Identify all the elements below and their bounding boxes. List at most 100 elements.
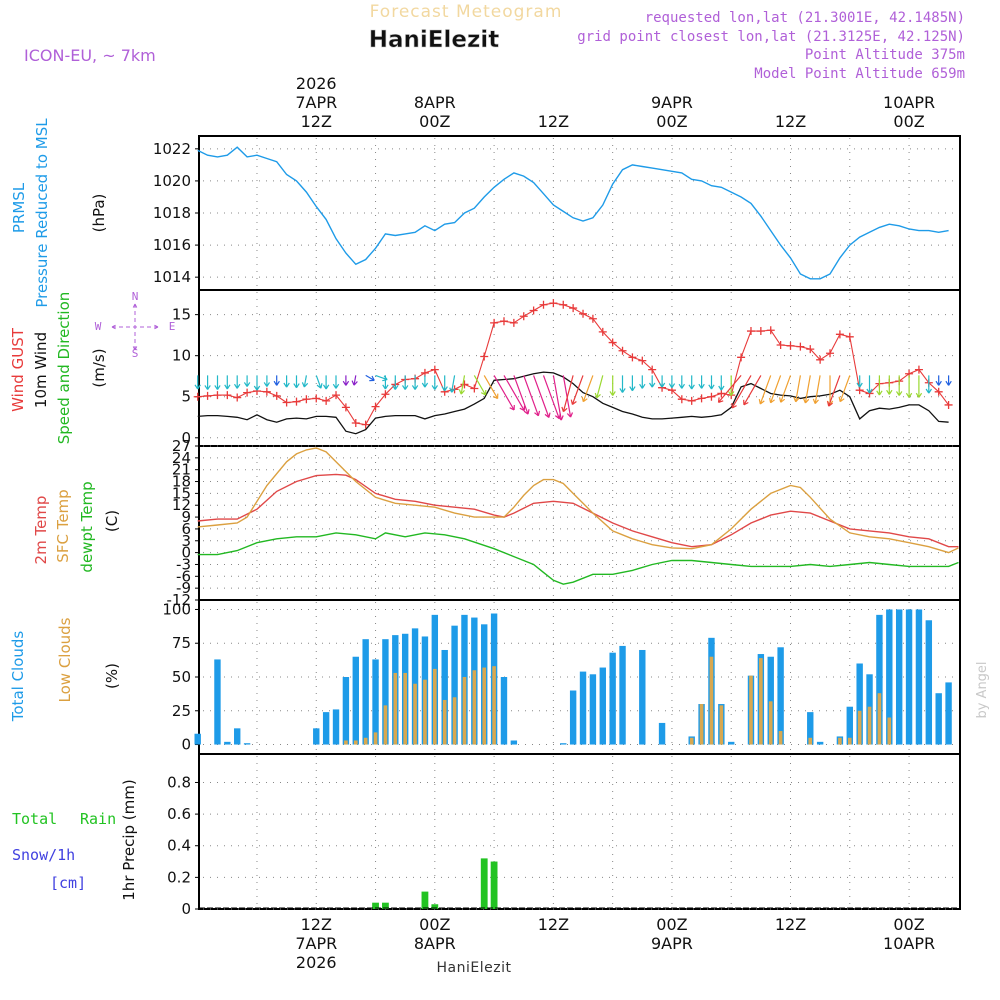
precip-ytick-label: 0.6 (167, 805, 191, 823)
gust-marker (648, 365, 657, 374)
rain-bar (431, 904, 439, 909)
gust-marker (934, 387, 943, 396)
temp-side-label: 2m Temp SFC Temp dewpt Temp (C) (32, 481, 121, 572)
gust-marker (628, 353, 637, 362)
wind-direction-arrow (629, 375, 636, 392)
compass-arrows (111, 303, 159, 351)
gust-marker (707, 392, 716, 401)
wind-direction-arrow (698, 375, 705, 389)
top-time-label: 00Z (893, 112, 924, 131)
compass-n: N (132, 290, 139, 303)
gust-marker (282, 398, 291, 407)
compass-w: W (95, 320, 102, 333)
wind-direction-arrow (758, 375, 772, 405)
gust-marker (430, 365, 439, 374)
clouds-ytick-label: 50 (172, 668, 191, 686)
wind-ytick-label: 5 (181, 388, 191, 406)
total-cloud-bar (322, 712, 330, 745)
gust-marker (638, 356, 647, 365)
low-cloud-bar (768, 701, 773, 745)
wind-direction-arrow (743, 375, 762, 406)
gust-marker (529, 306, 538, 315)
gust-marker (845, 332, 854, 341)
wind-direction-arrow (779, 375, 792, 403)
gust-marker (855, 386, 864, 395)
gust-marker (460, 380, 469, 389)
cloud-side-label: Total Clouds Low Clouds (%) (9, 617, 121, 722)
wind-direction-arrow (214, 375, 221, 390)
bottom-time-label: 00Z (893, 915, 924, 934)
watermark: by Angel (975, 661, 990, 718)
wind-direction-arrow (915, 375, 923, 398)
cloud-unit: (%) (103, 663, 121, 689)
gust-marker (539, 300, 548, 309)
low-cloud-bar (759, 658, 763, 745)
low-cloud-bar (363, 737, 368, 745)
wind-direction-arrow (332, 375, 340, 389)
wind-direction-arrow (301, 375, 309, 388)
gust-marker (233, 393, 242, 402)
top-time-label: 00Z (419, 112, 450, 131)
low-cloud-bar (877, 693, 882, 745)
total-cloud-bar (510, 740, 518, 745)
wind-direction-arrow (866, 375, 873, 394)
total-cloud-bar (915, 609, 923, 745)
wind-direction-arrow (570, 375, 584, 405)
station-title: HaniElezit (369, 27, 500, 53)
dewpt-line (197, 532, 959, 585)
total-cloud-bar (451, 625, 458, 745)
wind-direction-arrow (365, 374, 375, 382)
gust-marker (569, 304, 578, 313)
wind-direction-arrow (905, 375, 913, 398)
clouds-ytick-label: 0 (181, 736, 191, 754)
wind-direction-arrow (283, 375, 290, 388)
wind-direction-arrow (458, 375, 466, 395)
pressure-label-prmsl: PRMSL (10, 182, 28, 233)
bottom-time-label: 9APR (651, 934, 693, 953)
wind-direction-arrow (449, 375, 456, 393)
precip-panel: 0 0.2 0.4 0.6 0.8 (167, 753, 961, 918)
gust-marker (776, 341, 785, 350)
low-cloud-bar (887, 717, 892, 745)
total-cloud-bar (579, 671, 587, 745)
wind-direction-arrow (441, 375, 448, 392)
low-cloud-bar (403, 672, 407, 745)
chart-subtitle: Forecast Meteogram (370, 2, 563, 22)
wind-direction-arrow (826, 375, 834, 406)
gust-marker (737, 353, 746, 362)
wind-direction-arrow (513, 375, 530, 415)
total-cloud-bar (886, 609, 893, 745)
cloud-label-low: Low Clouds (56, 617, 74, 702)
precip-ytick-label: 0.4 (167, 837, 191, 855)
temp-2m-line (197, 473, 959, 548)
gust-marker (490, 318, 499, 327)
wind-direction-arrow (473, 375, 487, 396)
top-time-label: 12Z (538, 112, 569, 131)
wind-direction-arrow (253, 375, 261, 391)
gust-marker (223, 391, 232, 400)
model-label: ICON-EU, ~ 7km (24, 46, 156, 65)
low-cloud-bar (442, 699, 447, 745)
gust-marker (816, 355, 825, 364)
rain-bar (372, 902, 379, 909)
wind-direction-arrow (315, 375, 323, 389)
temp-label-2m: 2m Temp (32, 496, 50, 565)
total-cloud-bar (382, 639, 389, 745)
wind-direction-arrow (718, 375, 725, 391)
low-cloud-bar (344, 740, 348, 745)
total-cloud-bar (945, 682, 952, 745)
total-cloud-bar (372, 659, 379, 745)
wind-direction-arrow (421, 375, 429, 388)
total-cloud-bar (639, 649, 646, 745)
total-cloud-bar (560, 743, 567, 745)
wind-direction-arrow (727, 375, 735, 396)
pressure-ytick-label: 1018 (153, 204, 191, 222)
wind-direction-arrow (678, 375, 686, 389)
gust-marker (549, 299, 558, 308)
wind-direction-arrow (224, 375, 231, 390)
rain-bar (480, 858, 488, 909)
precip-ytick-label: 0.2 (167, 868, 191, 886)
precip-frame (198, 753, 961, 910)
wind-direction-arrow (812, 375, 821, 404)
bottom-time-label: 8APR (414, 934, 456, 953)
